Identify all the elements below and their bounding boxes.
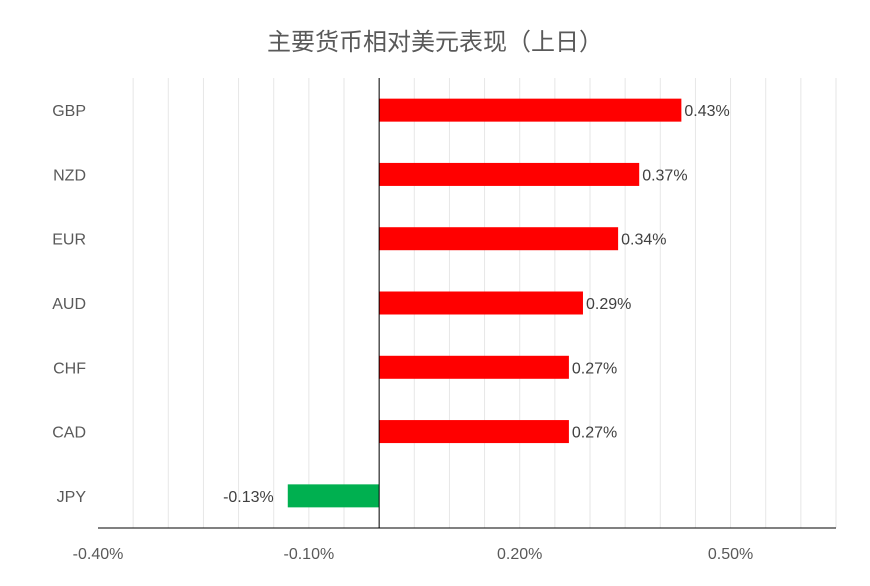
bar-jpy [287, 484, 380, 508]
x-tick-label: -0.10% [284, 546, 335, 563]
axes [98, 78, 836, 529]
x-tick-label: 0.50% [708, 546, 753, 563]
bar-eur [379, 227, 619, 251]
data-label-gbp: 0.43% [684, 103, 729, 120]
category-label-eur: EUR [52, 232, 86, 249]
category-label-chf: CHF [53, 360, 86, 377]
bar-nzd [379, 162, 640, 186]
data-label-chf: 0.27% [572, 360, 617, 377]
category-label-jpy: JPY [57, 489, 87, 506]
category-label-gbp: GBP [52, 103, 86, 120]
data-label-aud: 0.29% [586, 296, 631, 313]
category-label-aud: AUD [52, 296, 86, 313]
bars [287, 98, 682, 508]
bar-aud [379, 291, 583, 315]
data-label-eur: 0.34% [621, 232, 666, 249]
category-label-cad: CAD [52, 425, 86, 442]
data-label-nzd: 0.37% [642, 167, 687, 184]
bar-cad [379, 420, 569, 444]
x-tick-label: 0.20% [497, 546, 542, 563]
category-label-nzd: NZD [53, 167, 86, 184]
x-tick-label: -0.40% [73, 546, 124, 563]
data-label-cad: 0.27% [572, 425, 617, 442]
bar-chf [379, 355, 569, 379]
bar-gbp [379, 98, 682, 122]
labels: 0.43% GBP 0.37% NZD 0.34% EUR 0.29% AUD 0.27% CHF… [52, 103, 753, 563]
data-label-jpy: -0.13% [223, 489, 274, 506]
chart-title: 主要货币相对美元表现（上日） [267, 28, 603, 56]
